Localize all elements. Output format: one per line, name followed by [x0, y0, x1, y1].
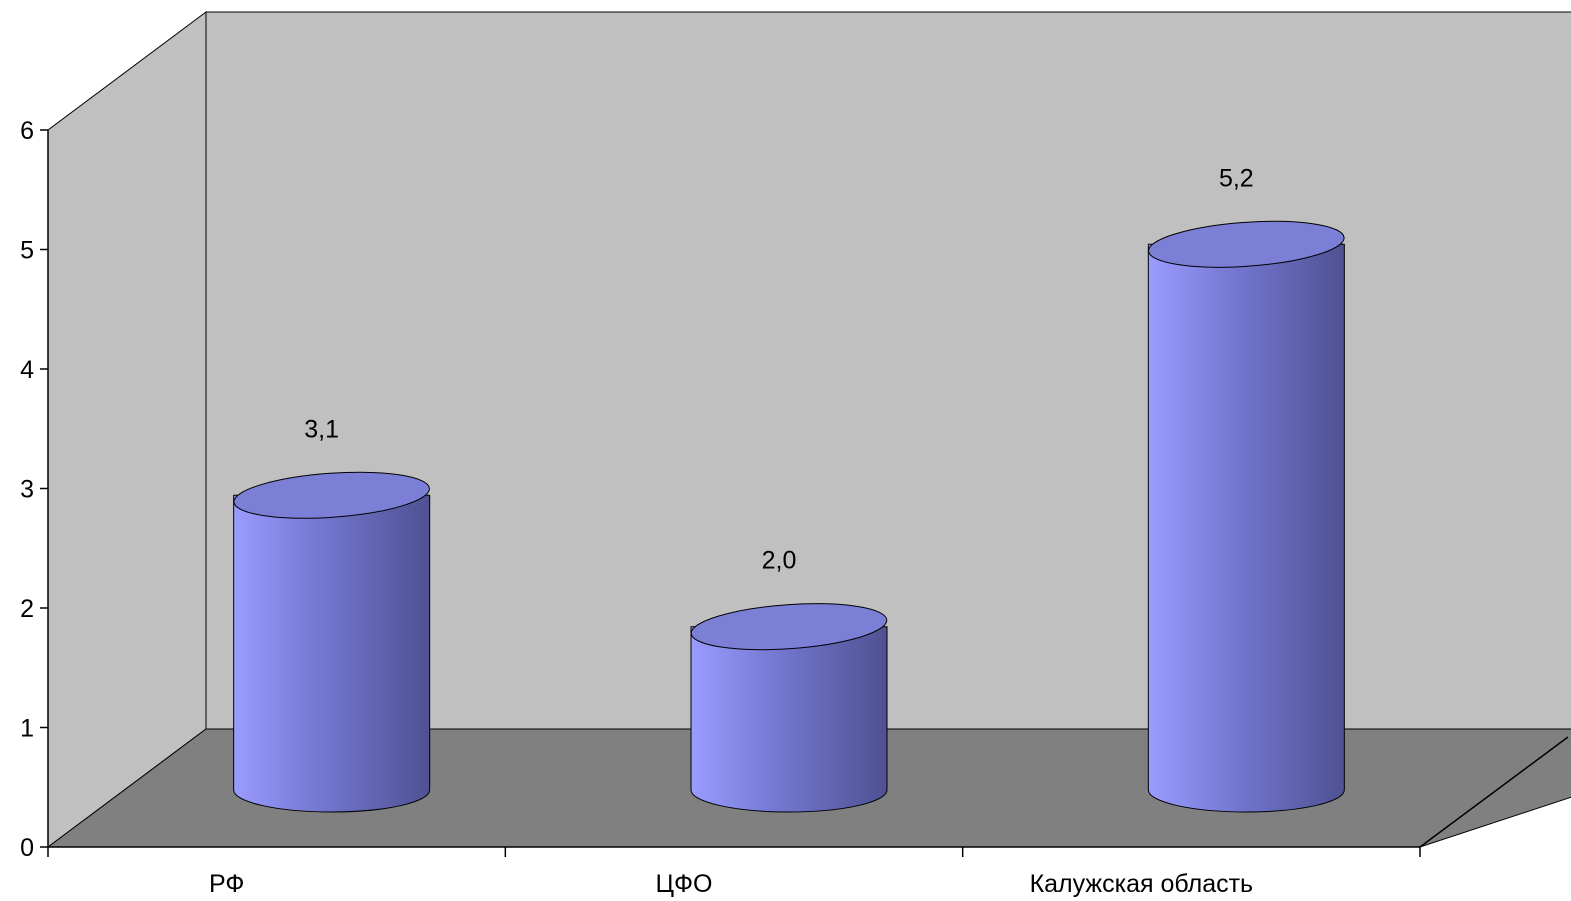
y-tick-label: 6 — [20, 117, 34, 145]
bar-body — [1147, 243, 1345, 813]
x-category-label: ЦФО — [656, 870, 713, 898]
bar — [233, 471, 431, 813]
bar-body — [233, 494, 431, 813]
y-tick-label: 4 — [20, 356, 34, 384]
bar — [690, 603, 888, 813]
side-wall — [47, 11, 207, 848]
data-label: 3,1 — [304, 415, 339, 443]
y-tick-label: 0 — [20, 834, 34, 862]
y-tick-label: 1 — [20, 715, 34, 743]
x-category-label: РФ — [209, 870, 244, 898]
x-category-label: Калужская область — [1030, 870, 1254, 898]
bar-body — [690, 626, 888, 813]
y-tick-label: 3 — [20, 476, 34, 504]
bar — [1147, 220, 1345, 813]
floor-edge-line — [1419, 736, 1569, 848]
y-tick-label: 5 — [20, 237, 34, 265]
data-label: 2,0 — [762, 547, 797, 575]
bar-top — [690, 603, 888, 651]
bar-top — [233, 471, 430, 519]
y-tick-label: 2 — [20, 595, 34, 623]
bar-top — [1148, 220, 1345, 268]
data-label: 5,2 — [1219, 164, 1254, 192]
